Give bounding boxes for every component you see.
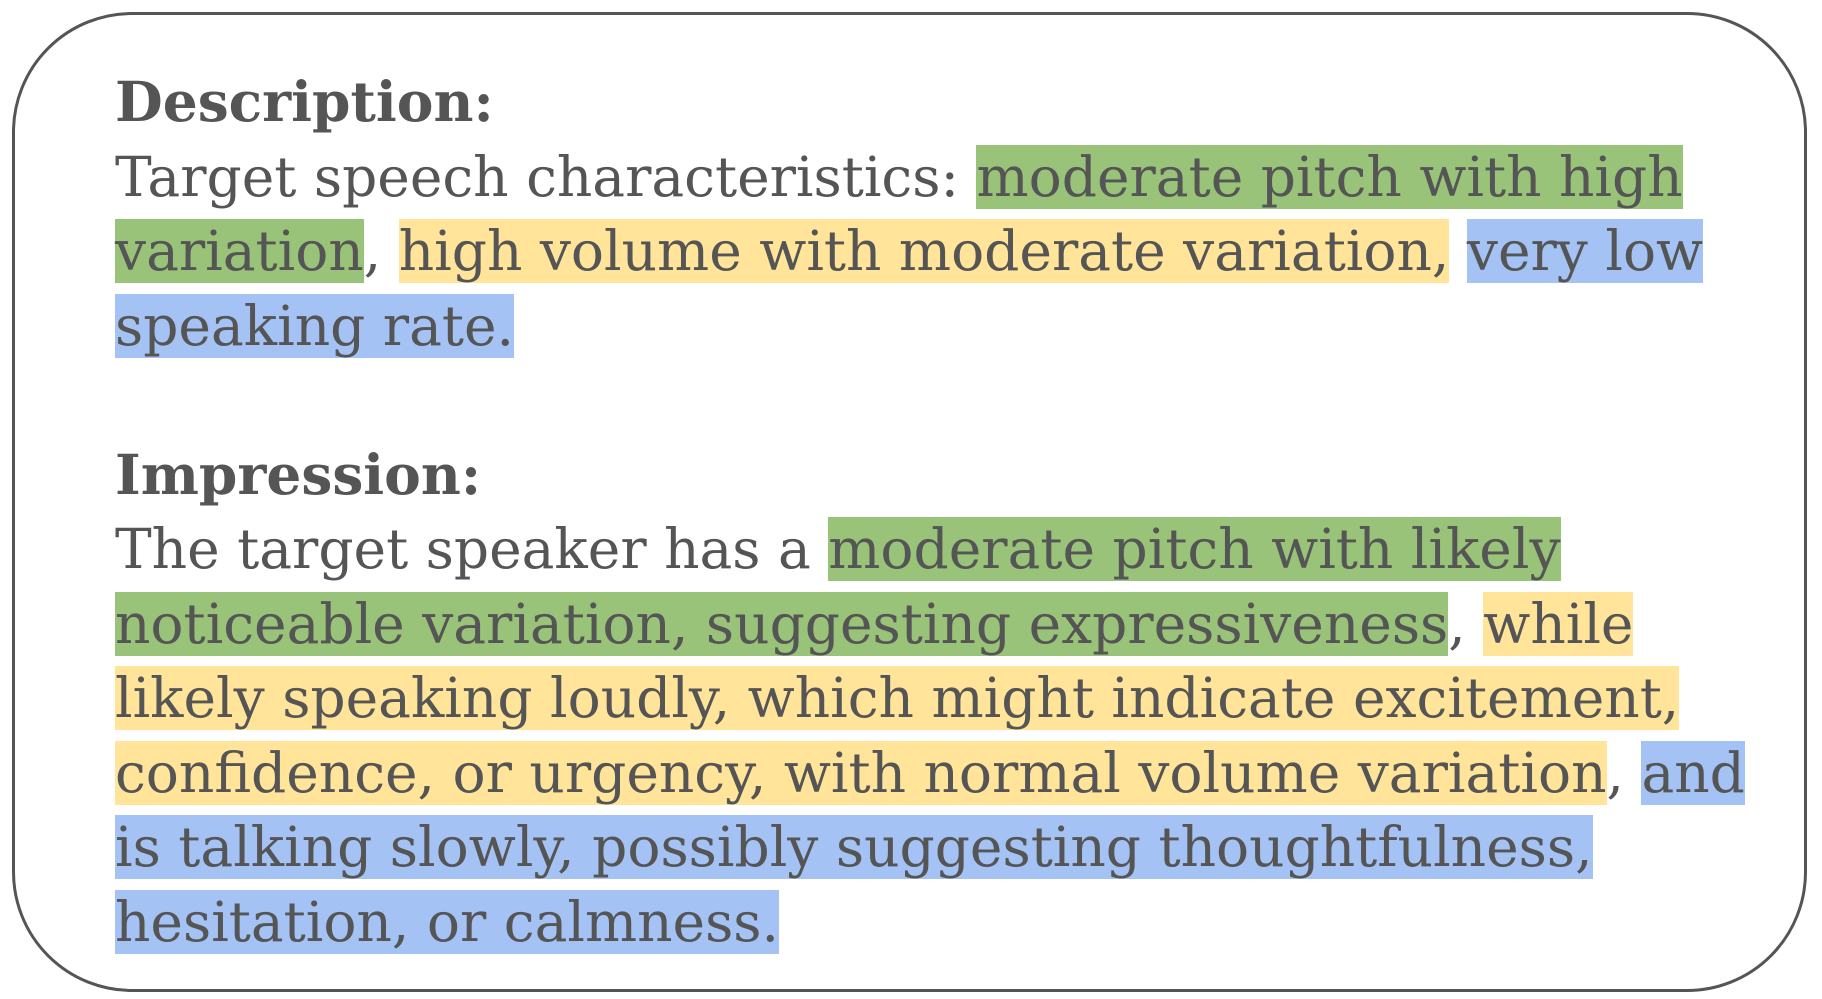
description-text: Target speech characteristics: moderate … [115, 140, 1755, 364]
description-lead: Target speech characteristics: [115, 145, 976, 209]
impression-text: The target speaker has a moderate pitch … [115, 512, 1755, 959]
description-volume-highlight: high volume with moderate variation, [399, 219, 1450, 283]
description-separator-2 [1449, 219, 1466, 283]
impression-separator-2: , [1607, 741, 1642, 805]
impression-lead: The target speaker has a [115, 517, 828, 581]
card-content: Description: Target speech characteristi… [115, 65, 1755, 959]
impression-separator-1: , [1448, 592, 1483, 656]
impression-heading: Impression: [115, 438, 1755, 513]
description-separator-1: , [364, 219, 399, 283]
description-card: Description: Target speech characteristi… [12, 12, 1807, 992]
description-heading: Description: [115, 65, 1755, 140]
section-spacer [115, 363, 1755, 438]
